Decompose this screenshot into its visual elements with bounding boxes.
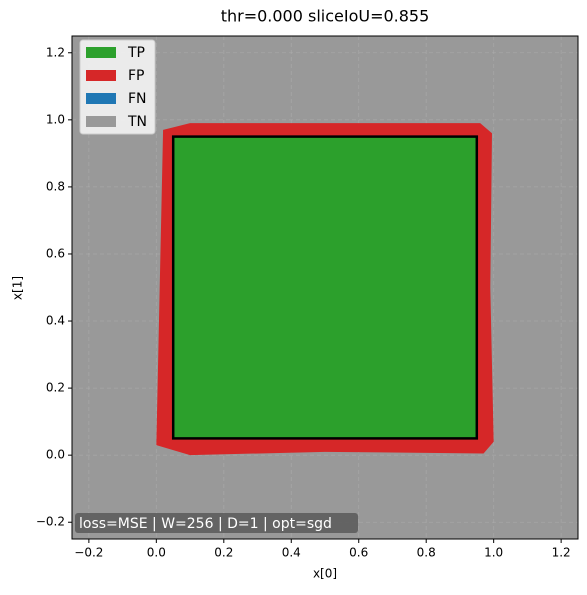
y-tick-label: 0.6 [46, 246, 65, 260]
legend-label: FN [128, 91, 147, 107]
legend-swatch [86, 47, 116, 58]
y-tick-label: 1.0 [46, 112, 65, 126]
tp-region [171, 135, 479, 440]
y-axis-label: x[1] [11, 276, 25, 300]
x-tick-label: −0.2 [74, 546, 103, 560]
x-tick-label: 0.2 [214, 546, 233, 560]
y-tick-label: 0.4 [46, 314, 65, 328]
legend-box [79, 39, 156, 135]
legend-swatch [86, 116, 116, 127]
x-tick-label: 0.0 [147, 546, 166, 560]
x-axis-label: x[0] [313, 567, 337, 581]
x-tick-label: 0.4 [282, 546, 301, 560]
legend-label: TP [127, 45, 145, 61]
annotation-box [75, 513, 358, 533]
y-tick-label: −0.2 [36, 515, 65, 529]
annotation: loss=MSE | W=256 | D=1 | opt=sgd [79, 516, 332, 532]
x-tick-label: 1.2 [552, 546, 571, 560]
y-tick-label: 1.2 [46, 45, 65, 59]
x-tick-label: 0.8 [417, 546, 436, 560]
y-tick-label: 0.2 [46, 381, 65, 395]
legend-label: TN [127, 114, 147, 130]
chart-title: thr=0.000 sliceIoU=0.855 [221, 7, 430, 26]
legend-swatch [86, 93, 116, 104]
y-tick-label: 0.8 [46, 179, 65, 193]
x-tick-label: 1.0 [484, 546, 503, 560]
axes-frame [71, 35, 579, 540]
legend-label: FP [128, 68, 145, 84]
legend-swatch [86, 70, 116, 81]
y-tick-label: 0.0 [46, 448, 65, 462]
x-tick-label: 0.6 [349, 546, 368, 560]
